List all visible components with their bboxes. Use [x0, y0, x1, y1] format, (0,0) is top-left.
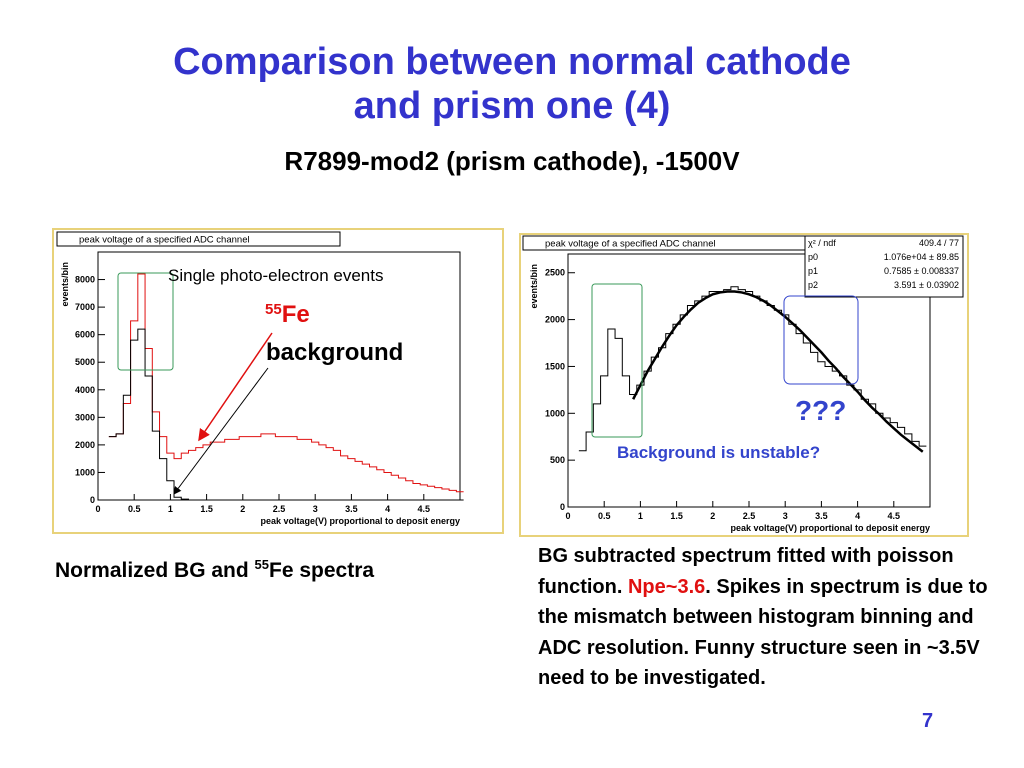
y-tick-label: 2000 — [545, 315, 565, 325]
x-tick-label: 4 — [855, 511, 860, 521]
annotation: Single photo-electron events — [168, 266, 383, 285]
y-tick-label: 500 — [550, 455, 565, 465]
highlight-box — [117, 272, 174, 371]
subtitle: R7899-mod2 (prism cathode), -1500V — [284, 146, 740, 176]
annotation: ??? — [795, 395, 846, 426]
x-axis-label: peak voltage(V) proportional to deposit … — [730, 523, 930, 533]
y-tick-label: 2000 — [75, 440, 95, 450]
highlight-box — [591, 283, 643, 438]
y-tick-label: 1000 — [545, 408, 565, 418]
x-tick-label: 0.5 — [128, 504, 141, 514]
y-tick-label: 5000 — [75, 357, 95, 367]
histogram-line — [108, 328, 464, 501]
arrow — [173, 367, 269, 495]
caption-text: Fe spectra — [269, 559, 375, 582]
x-tick-label: 1.5 — [200, 504, 213, 514]
x-tick-label: 2 — [240, 504, 245, 514]
stats-value: 1.076e+04 ± 89.85 — [884, 252, 959, 262]
x-tick-label: 1 — [638, 511, 643, 521]
y-axis-label: events/bin — [60, 262, 70, 307]
x-tick-label: 4.5 — [418, 504, 431, 514]
histogram-line — [108, 273, 464, 493]
x-tick-label: 3.5 — [345, 504, 358, 514]
y-tick-label: 3000 — [75, 412, 95, 422]
hist-title: peak voltage of a specified ADC channel — [79, 235, 250, 246]
title: Comparison between normal cathode and pr… — [0, 40, 1024, 128]
annotation-text: Fe — [282, 301, 310, 328]
superscript: 55 — [254, 557, 269, 572]
caption-text: Normalized BG and — [55, 559, 255, 582]
x-tick-label: 0.5 — [598, 511, 611, 521]
stats-label: χ² / ndf — [808, 238, 836, 248]
annotation: Background is unstable? — [617, 443, 820, 462]
annotation: 55Fe — [265, 301, 310, 328]
y-tick-label: 0 — [90, 495, 95, 505]
hist-title-box — [56, 231, 341, 247]
plot-area — [97, 251, 461, 501]
x-tick-label: 1 — [168, 504, 173, 514]
highlight-box — [783, 295, 859, 385]
y-tick-label: 1500 — [545, 361, 565, 371]
x-tick-label: 3 — [313, 504, 318, 514]
x-tick-label: 3 — [783, 511, 788, 521]
y-tick-label: 4000 — [75, 385, 95, 395]
y-axis-label: events/bin — [529, 264, 539, 309]
x-tick-label: 0 — [95, 504, 100, 514]
x-tick-label: 2 — [710, 511, 715, 521]
superscript: 55 — [265, 301, 282, 318]
fit-curve — [632, 290, 924, 453]
y-tick-label: 8000 — [75, 275, 95, 285]
caption-highlight: Npe~3.6 — [627, 575, 706, 598]
caption-text: . Spikes in spectrum is due to the misma… — [538, 575, 988, 690]
hist-title: peak voltage of a specified ADC channel — [545, 239, 716, 250]
title-line: and prism one (4) — [353, 85, 671, 127]
caption-left: Normalized BG and 55Fe spectra — [55, 557, 374, 583]
stats-label: p1 — [808, 266, 818, 276]
y-tick-label: 2500 — [545, 268, 565, 278]
title-line: Comparison between normal cathode — [173, 41, 851, 83]
stats-value: 0.7585 ± 0.008337 — [884, 266, 959, 276]
caption-right: BG subtracted spectrum fitted with poiss… — [538, 541, 998, 694]
page-number: 7 — [922, 710, 934, 732]
stats-box — [804, 235, 964, 298]
x-axis-label: peak voltage(V) proportional to deposit … — [260, 516, 460, 526]
x-tick-label: 2.5 — [743, 511, 756, 521]
x-tick-label: 3.5 — [815, 511, 828, 521]
stats-value: 3.591 ± 0.03902 — [894, 280, 959, 290]
y-tick-label: 1000 — [75, 467, 95, 477]
x-tick-label: 0 — [565, 511, 570, 521]
stats-value: 409.4 / 77 — [919, 238, 959, 248]
y-tick-label: 7000 — [75, 302, 95, 312]
y-tick-label: 0 — [560, 502, 565, 512]
x-tick-label: 2.5 — [273, 504, 286, 514]
stats-label: p0 — [808, 252, 818, 262]
x-tick-label: 1.5 — [670, 511, 683, 521]
arrow — [198, 332, 273, 442]
x-tick-label: 4 — [385, 504, 390, 514]
x-tick-label: 4.5 — [888, 511, 901, 521]
annotation: background — [266, 339, 403, 366]
y-tick-label: 6000 — [75, 330, 95, 340]
caption-text: BG subtracted spectrum fitted with poiss… — [538, 545, 954, 598]
stats-label: p2 — [808, 280, 818, 290]
